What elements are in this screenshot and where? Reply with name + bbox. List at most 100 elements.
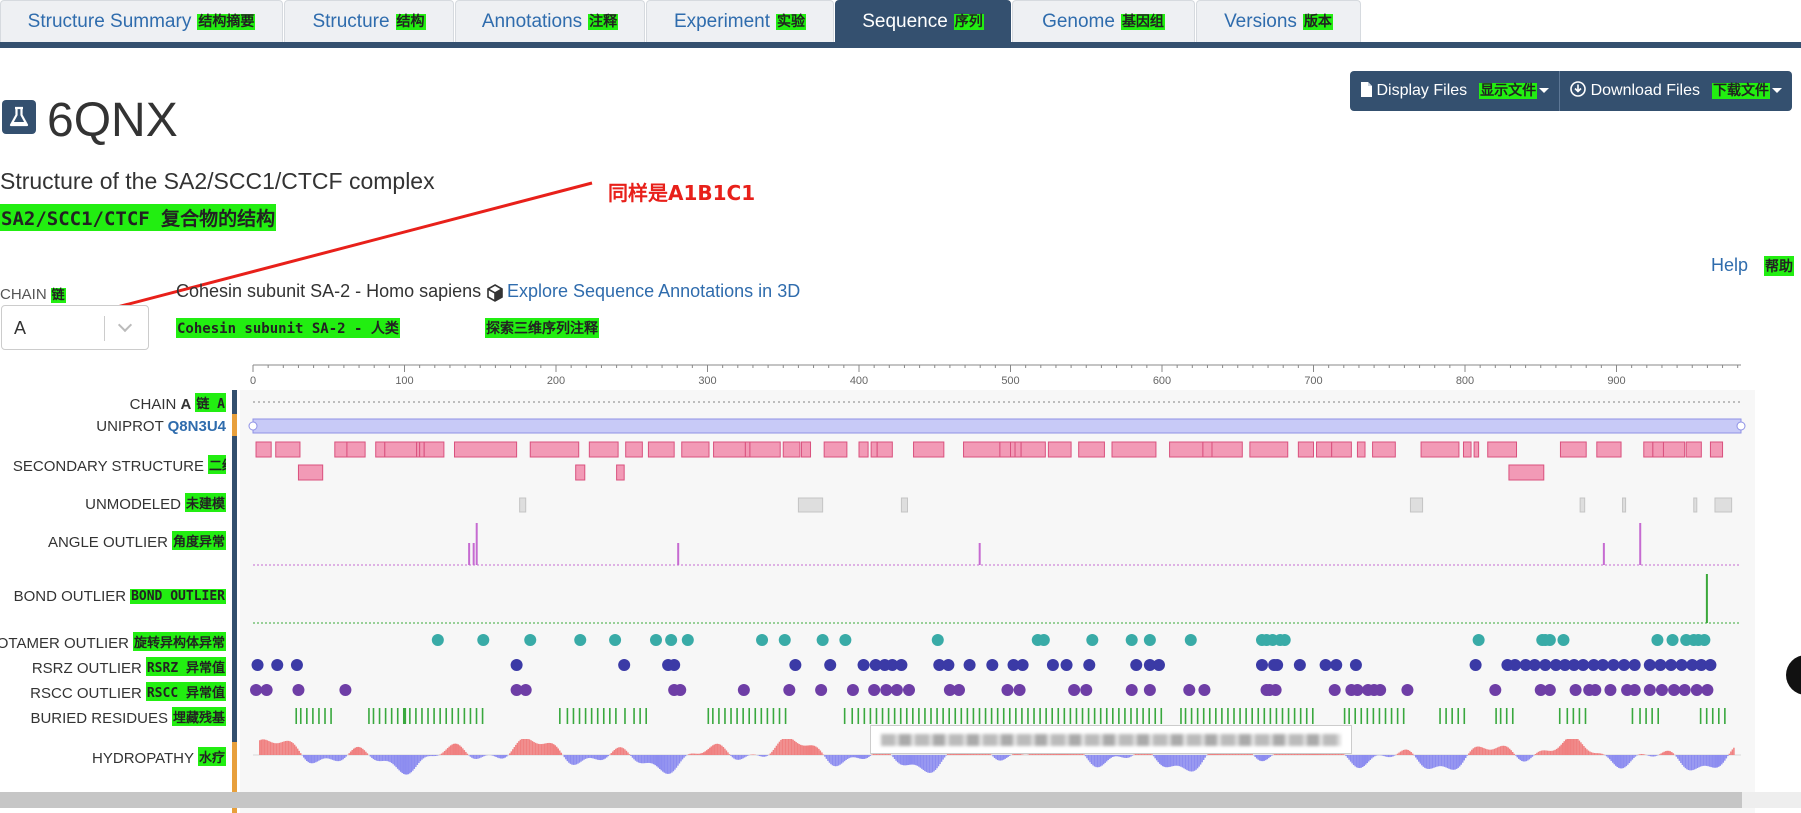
hydropathy-bar — [702, 752, 705, 755]
rsrz-outlier — [789, 659, 802, 671]
rsrz-outlier — [1654, 659, 1667, 671]
hydropathy-bar — [1555, 748, 1558, 755]
tab-structure[interactable]: Structure 结构 — [284, 0, 454, 42]
hydropathy-bar — [1431, 755, 1434, 769]
hydropathy-bar — [559, 750, 561, 755]
hydropathy-bar — [1521, 755, 1523, 762]
hydropathy-bar — [330, 755, 332, 760]
hydropathy-bar — [418, 755, 420, 764]
hydropathy-bar — [889, 753, 891, 755]
hydropathy-bar — [271, 742, 273, 755]
floating-button[interactable] — [1786, 655, 1801, 695]
hydropathy-bar — [349, 751, 352, 755]
hydropathy-bar — [728, 754, 731, 755]
helix — [346, 441, 366, 458]
horizontal-scrollbar[interactable] — [0, 792, 1801, 808]
hydropathy-bar — [334, 755, 337, 761]
rsrz-outlier — [668, 659, 681, 671]
buried-residue — [1112, 708, 1114, 724]
help-link[interactable]: Help — [1711, 255, 1749, 275]
hydropathy-bar — [848, 755, 850, 759]
uniprot-link[interactable]: Q8N3U4 — [167, 418, 226, 435]
hydropathy-bar — [849, 755, 852, 758]
hydropathy-bar — [1358, 755, 1361, 769]
hydropathy-bar — [1168, 755, 1170, 768]
tab-annotations[interactable]: Annotations 注释 — [455, 0, 645, 42]
hydropathy-bar — [581, 755, 584, 761]
hydropathy-bar — [1699, 755, 1702, 767]
hydropathy-bar — [560, 752, 563, 755]
helix — [384, 441, 418, 458]
hydropathy-bar — [1204, 755, 1206, 758]
hydropathy-bar — [1496, 747, 1499, 755]
hydropathy-bar — [590, 755, 593, 759]
hydropathy-bar — [1095, 755, 1097, 768]
angle-outlier — [472, 543, 475, 565]
track-label-cn: RSCC 异常值 — [145, 682, 226, 701]
hydropathy-bar — [1195, 755, 1197, 770]
hydropathy-bar — [931, 755, 934, 773]
hydropathy-bar — [1675, 755, 1678, 757]
display-files-button[interactable]: Display Files 显示文件 — [1350, 71, 1561, 111]
hydropathy-bar — [1558, 746, 1561, 755]
rotamer-outlier — [524, 634, 537, 646]
rscc-outlier — [1013, 684, 1026, 696]
hydropathy-bar — [651, 755, 653, 764]
chain-select-value: A — [14, 318, 27, 338]
hydropathy-bar — [1202, 755, 1205, 760]
buried-residue — [1566, 708, 1569, 724]
hydropathy-bar — [383, 755, 385, 761]
hydropathy-bar — [1110, 755, 1112, 758]
chevron-down-icon[interactable] — [117, 317, 133, 333]
hydropathy-bar — [378, 755, 381, 762]
help-link-cn: 帮助 — [1764, 256, 1794, 276]
hydropathy-bar — [1551, 750, 1553, 755]
hydropathy-bar — [915, 755, 917, 766]
rsrz-outlier — [1695, 659, 1708, 671]
tab-experiment[interactable]: Experiment 实验 — [646, 0, 834, 42]
tab-sequence[interactable]: Sequence 序列 — [835, 0, 1011, 42]
hydropathy-bar — [396, 755, 399, 769]
hydropathy-bar — [306, 755, 308, 761]
download-icon — [1570, 81, 1586, 97]
tab-genome[interactable]: Genome 基因组 — [1012, 0, 1195, 42]
download-files-button[interactable]: Download Files 下载文件 — [1560, 71, 1792, 111]
redacted-text — [881, 734, 1341, 746]
rsrz-outlier — [1293, 659, 1306, 671]
hydropathy-bar — [1428, 755, 1431, 769]
hydropathy-bar — [1489, 749, 1491, 755]
buried-residue — [778, 708, 781, 724]
hydropathy-bar — [1616, 755, 1618, 768]
hydropathy-bar — [842, 755, 844, 763]
tab-versions[interactable]: Versions 版本 — [1196, 0, 1361, 42]
hydropathy-bar — [1598, 753, 1600, 755]
hydropathy-bar — [868, 755, 870, 758]
helix — [616, 464, 625, 481]
rsrz-outlier — [1007, 659, 1020, 671]
hydropathy-bar — [809, 745, 811, 755]
hydropathy-bar — [1492, 749, 1494, 755]
buried-residue — [1275, 708, 1278, 724]
buried-residue — [1645, 708, 1647, 724]
chain-select[interactable]: A — [1, 305, 149, 350]
hydropathy-bar — [495, 755, 497, 758]
hydropathy-bar — [1575, 739, 1578, 755]
hydropathy-bar — [649, 755, 652, 764]
rscc-outlier — [292, 684, 305, 696]
hydropathy-bar — [563, 755, 566, 758]
hydropathy-bar — [1460, 755, 1462, 765]
tab-structure-summary[interactable]: Structure Summary 结构摘要 — [0, 0, 283, 42]
rsrz-outlier — [1319, 659, 1332, 671]
hydropathy-bar — [328, 755, 331, 759]
buried-residue — [312, 708, 314, 724]
rotamer-outlier — [1543, 634, 1556, 646]
helix — [1662, 441, 1686, 458]
explore-3d-link[interactable]: Explore Sequence Annotations in 3D — [507, 281, 801, 301]
hydropathy-bar — [1436, 755, 1438, 767]
hydropathy-bar — [1442, 755, 1444, 767]
hydropathy-bar — [1681, 755, 1684, 765]
hydropathy-bar — [618, 747, 620, 755]
hydropathy-bar — [592, 755, 594, 759]
hydropathy-bar — [698, 753, 700, 755]
